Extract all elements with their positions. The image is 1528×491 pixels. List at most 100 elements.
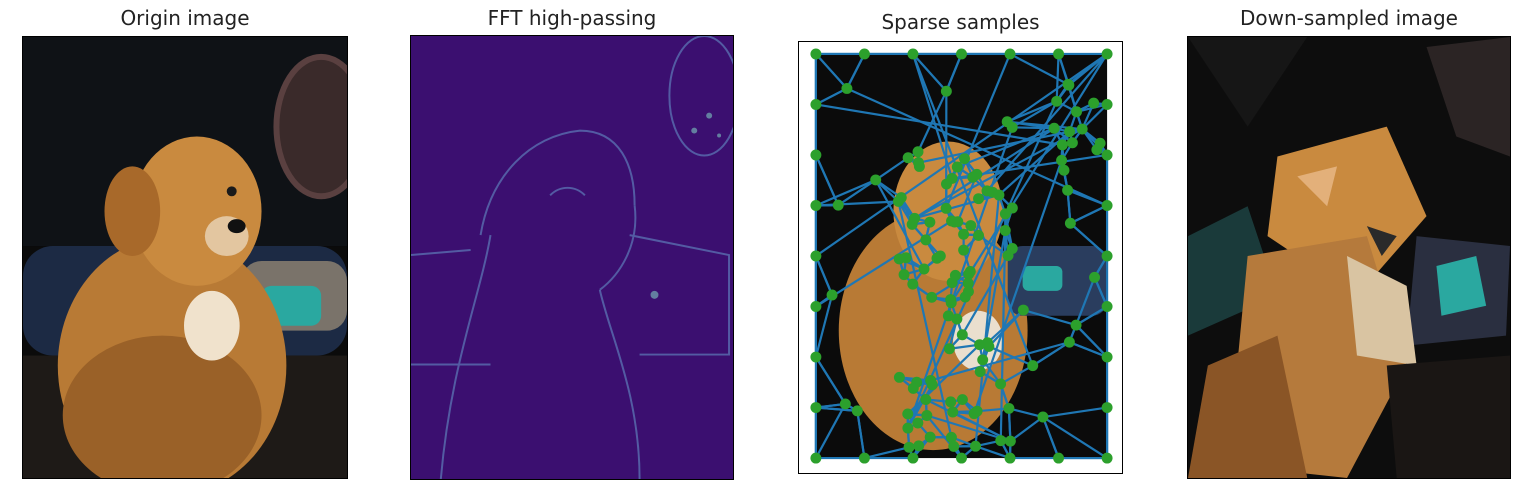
sample-point xyxy=(1017,304,1029,316)
sample-point xyxy=(892,195,904,207)
panel-title-origin: Origin image xyxy=(120,6,250,30)
mesh-edge xyxy=(974,194,1001,447)
mesh-edge xyxy=(918,130,1070,164)
mesh-edge xyxy=(897,201,953,438)
mesh-edge xyxy=(1069,204,1108,225)
sample-point xyxy=(949,216,960,228)
mesh-edge xyxy=(815,200,899,207)
sample-point xyxy=(902,408,914,420)
sample-point xyxy=(898,269,910,281)
mesh-edge xyxy=(814,356,847,405)
sample-point xyxy=(810,351,822,363)
sample-point xyxy=(907,48,919,60)
sparse-samples-plot xyxy=(798,41,1123,474)
fft-highpass-image xyxy=(410,35,734,480)
sample-point xyxy=(931,252,943,264)
mesh-edge xyxy=(837,179,877,207)
mesh-edge xyxy=(864,446,910,460)
mesh-edge xyxy=(911,53,1034,367)
sample-point xyxy=(1056,154,1068,166)
sample-point xyxy=(965,220,977,232)
sample-point xyxy=(956,48,967,60)
mesh-edge xyxy=(815,53,848,90)
mesh-edge xyxy=(1075,324,1108,358)
mesh-edge xyxy=(988,309,1025,348)
sample-point xyxy=(970,440,981,452)
mesh-edge xyxy=(914,193,1000,220)
sample-point xyxy=(1101,250,1113,262)
sample-point xyxy=(940,202,952,214)
mesh-edge xyxy=(874,179,926,270)
sample-point xyxy=(1070,319,1082,331)
sample-point xyxy=(907,278,919,290)
sample-point xyxy=(810,48,822,60)
sample-point xyxy=(902,152,914,164)
sample-point xyxy=(962,286,974,298)
sample-point xyxy=(977,354,989,366)
sample-point xyxy=(968,408,980,420)
sample-point xyxy=(1051,95,1063,107)
mesh-edge xyxy=(945,53,963,92)
sample-point xyxy=(810,149,822,161)
sample-point xyxy=(858,452,870,464)
sample-point xyxy=(1064,217,1076,229)
sample-point xyxy=(945,294,957,306)
sample-point xyxy=(962,277,974,289)
sample-point xyxy=(907,382,919,394)
sample-point xyxy=(810,250,822,262)
sample-point xyxy=(941,178,952,190)
sample-point xyxy=(1063,336,1075,348)
mesh-edge xyxy=(926,414,1011,443)
sample-point xyxy=(958,244,970,256)
sample-point xyxy=(918,263,930,275)
sample-point xyxy=(995,378,1007,390)
sample-point xyxy=(1058,164,1070,176)
sample-point xyxy=(1004,452,1016,464)
panel-title-sparse: Sparse samples xyxy=(881,10,1040,34)
mesh-edge xyxy=(912,53,948,92)
sample-point xyxy=(940,85,952,97)
mesh-edge xyxy=(1032,341,1070,367)
sample-point xyxy=(841,82,853,94)
sample-point xyxy=(1027,360,1039,372)
sample-point xyxy=(1101,48,1113,60)
sample-point xyxy=(973,193,984,205)
sample-point xyxy=(1063,79,1075,91)
mesh-edge xyxy=(930,341,1070,382)
sample-point xyxy=(870,174,882,186)
sample-point xyxy=(832,199,844,211)
mesh-edge xyxy=(906,100,1058,429)
sample-point xyxy=(956,452,967,464)
mesh-edge xyxy=(1075,305,1108,327)
mesh-edge xyxy=(973,160,1063,414)
sample-point xyxy=(1062,184,1074,196)
mesh-edge xyxy=(856,410,866,459)
sample-point xyxy=(964,265,976,277)
sample-point xyxy=(810,98,822,110)
mesh-edge xyxy=(1008,407,1044,419)
sample-point xyxy=(951,313,963,325)
sample-point xyxy=(987,186,999,198)
mesh-edge xyxy=(1041,416,1060,459)
mesh-edge xyxy=(815,87,848,106)
sample-point xyxy=(926,291,938,303)
sample-point xyxy=(913,440,925,452)
mesh-edge xyxy=(1069,341,1108,359)
mesh-edge xyxy=(845,53,866,89)
origin-image xyxy=(22,36,348,479)
mesh-edge xyxy=(1081,103,1108,130)
mesh-edge xyxy=(914,127,1055,220)
mesh-edge xyxy=(815,220,953,308)
sample-point xyxy=(1002,250,1014,262)
sample-point xyxy=(956,394,968,406)
mesh-edge xyxy=(950,53,1109,304)
sample-point xyxy=(907,452,919,464)
sample-point xyxy=(900,252,912,264)
sample-point xyxy=(810,452,822,464)
sample-point xyxy=(959,153,970,165)
sample-point xyxy=(949,269,961,281)
mesh-edge xyxy=(846,87,1108,207)
sample-point xyxy=(1091,144,1103,156)
mesh-edge xyxy=(814,255,834,296)
sample-point xyxy=(924,431,936,443)
